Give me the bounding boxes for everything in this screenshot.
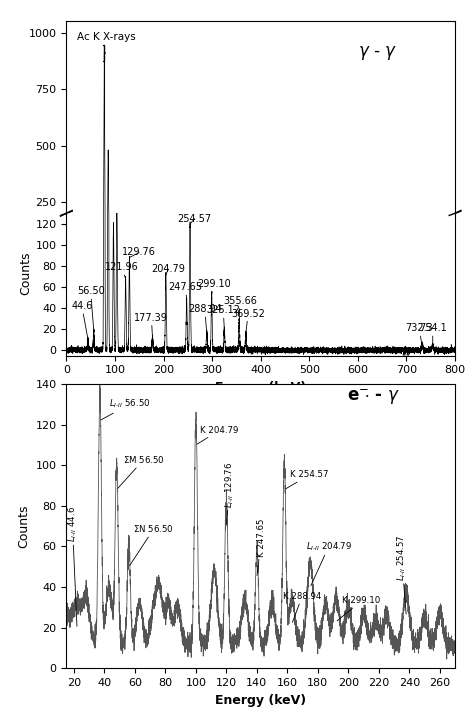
Text: $L_{I\text{-}II}$ 204.79: $L_{I\text{-}II}$ 204.79 [306,540,352,586]
Text: K 247.65: K 247.65 [257,518,266,575]
Text: 177.39: 177.39 [135,313,168,338]
Text: 56.50: 56.50 [77,287,105,331]
Text: $L_{I\text{-}II}$ 56.50: $L_{I\text{-}II}$ 56.50 [101,398,151,419]
Text: $L_{I\text{-}II}$ 129.76: $L_{I\text{-}II}$ 129.76 [223,461,236,525]
Text: 129.76: 129.76 [122,247,156,257]
Text: $\bullet$: $\bullet$ [364,392,369,397]
Text: K 299.10: K 299.10 [337,597,381,621]
Text: $\Sigma$N 56.50: $\Sigma$N 56.50 [129,523,174,566]
Text: Ac K X-rays: Ac K X-rays [77,32,136,42]
Text: 369.52: 369.52 [231,309,265,333]
Text: K 288.94: K 288.94 [283,592,321,622]
Text: 299.10: 299.10 [197,279,231,294]
Y-axis label: Counts: Counts [17,504,30,548]
X-axis label: Energy (keV): Energy (keV) [215,694,306,707]
Text: K 204.79: K 204.79 [197,426,239,444]
Text: 121.96: 121.96 [105,262,138,279]
Text: 204.79: 204.79 [152,264,185,274]
Text: 754.1: 754.1 [419,324,447,346]
Text: e$^{\mathsf{-}}$ - $\gamma$: e$^{\mathsf{-}}$ - $\gamma$ [347,387,400,407]
Text: 44.6: 44.6 [71,301,92,340]
Text: 288.94: 288.94 [188,304,222,333]
Text: 732.3: 732.3 [405,324,433,346]
Text: $L_{I\text{-}II}$ 44.6: $L_{I\text{-}II}$ 44.6 [66,506,79,626]
Text: 254.57: 254.57 [178,214,212,224]
Text: K 254.57: K 254.57 [285,471,329,489]
X-axis label: Energy (keV): Energy (keV) [215,381,306,394]
Text: 355.66: 355.66 [223,296,257,321]
Text: 325.12: 325.12 [206,305,240,329]
Text: $\gamma$ - $\gamma$: $\gamma$ - $\gamma$ [358,44,397,62]
Text: $L_{I\text{-}II}$ 254.57: $L_{I\text{-}II}$ 254.57 [395,535,408,614]
Text: $\Sigma$M 56.50: $\Sigma$M 56.50 [118,454,164,488]
Text: 247.65: 247.65 [168,282,202,299]
Text: Counts: Counts [19,252,32,296]
